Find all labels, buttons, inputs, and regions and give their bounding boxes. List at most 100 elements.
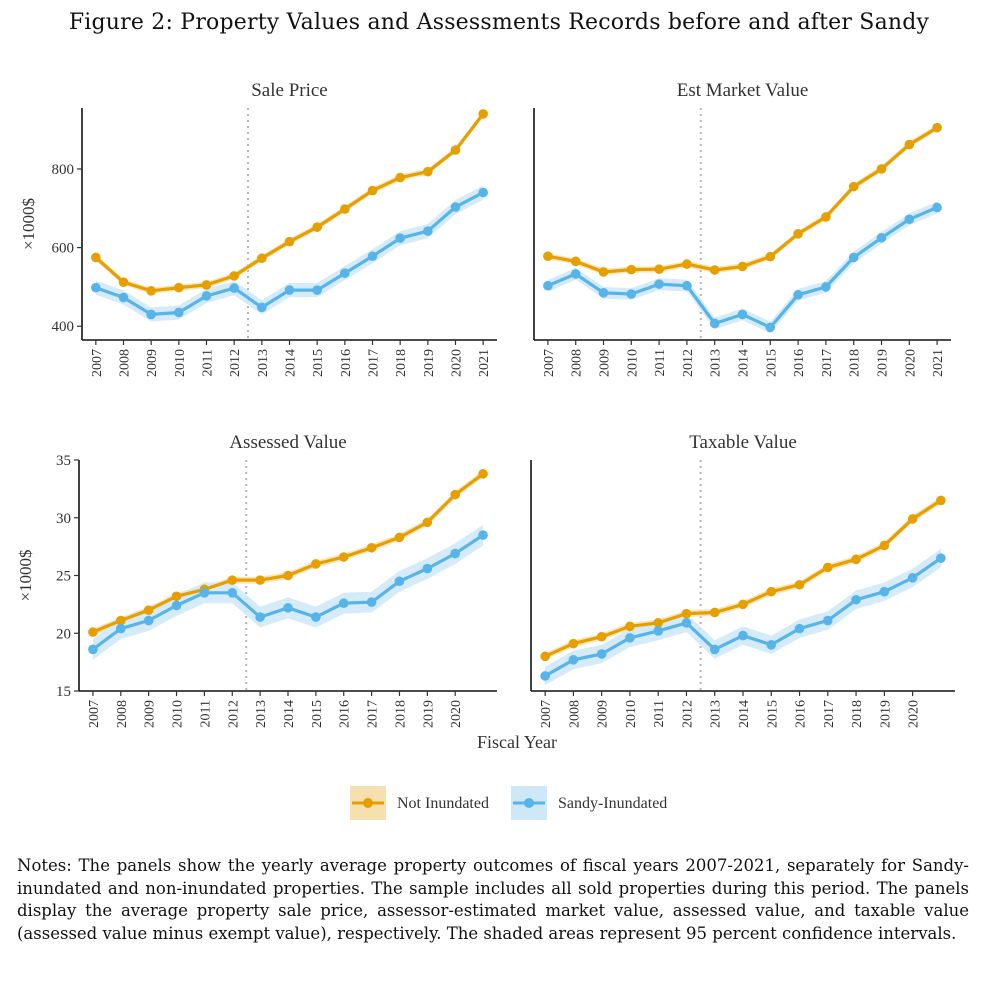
data-point-not-inundated <box>682 259 692 269</box>
data-point-not-inundated <box>625 621 635 632</box>
ci-band-sandy-inundated <box>92 524 484 660</box>
data-point-sandy-inundated <box>340 268 350 278</box>
data-point-not-inundated <box>598 267 609 277</box>
legend-item-sandy-inundated: Sandy-Inundated <box>511 786 667 820</box>
series-line-not-inundated <box>94 112 485 293</box>
data-point-sandy-inundated <box>654 279 664 289</box>
data-point-not-inundated <box>766 586 777 597</box>
x-tick-label: 2016 <box>792 349 807 377</box>
data-point-not-inundated <box>116 615 126 626</box>
x-tick-label: 2011 <box>653 349 668 376</box>
data-point-sandy-inundated <box>681 618 692 628</box>
data-point-not-inundated <box>143 605 154 615</box>
data-point-not-inundated <box>283 570 293 581</box>
panel-assessed-value: Assessed Value 15 20 25 30 35 ×1000$ 2007 2008 20… <box>16 432 497 728</box>
data-point-not-inundated <box>284 236 295 247</box>
x-tick-label: 2020 <box>907 700 922 728</box>
data-point-not-inundated <box>311 559 321 569</box>
data-point-sandy-inundated <box>936 553 946 563</box>
panel-title: Sale Price <box>251 80 328 101</box>
data-point-not-inundated <box>568 638 579 649</box>
data-point-sandy-inundated <box>91 282 101 293</box>
data-point-not-inundated <box>257 253 267 264</box>
data-point-sandy-inundated <box>598 288 609 298</box>
data-point-not-inundated <box>229 271 239 281</box>
data-point-sandy-inundated <box>255 612 265 622</box>
data-point-not-inundated <box>118 277 129 287</box>
data-point-sandy-inundated <box>907 573 918 583</box>
data-point-sandy-inundated <box>227 588 238 598</box>
data-point-sandy-inundated <box>540 671 550 681</box>
x-tick-label: 2010 <box>173 349 188 377</box>
panel-taxable-value: Taxable Value 2007 2008 2009 2010 2011 2012 201… <box>530 432 955 728</box>
x-tick-label: 2015 <box>765 700 780 728</box>
x-tick-label: 2013 <box>256 349 271 377</box>
x-tick-label: 2009 <box>145 349 160 377</box>
x-tick-label: 2012 <box>226 700 241 728</box>
data-point-not-inundated <box>171 591 182 602</box>
data-point-not-inundated <box>848 181 859 192</box>
x-tick-label: 2011 <box>198 700 213 727</box>
data-point-sandy-inundated <box>171 600 182 611</box>
data-point-not-inundated <box>626 264 637 275</box>
data-point-not-inundated <box>255 575 265 585</box>
data-point-sandy-inundated <box>848 252 859 263</box>
data-point-not-inundated <box>709 607 720 618</box>
panel-title: Taxable Value <box>689 432 797 453</box>
data-point-sandy-inundated <box>143 615 154 626</box>
data-point-sandy-inundated <box>570 269 581 279</box>
data-point-not-inundated <box>737 261 748 272</box>
data-point-not-inundated <box>570 256 581 267</box>
panel-sale-price: Sale Price 400 600 800 ×1000$ 2007 2008 2009 201… <box>19 80 497 377</box>
x-tick-label: 2017 <box>822 700 837 728</box>
data-point-sandy-inundated <box>793 289 803 300</box>
x-tick-label: 2018 <box>848 349 863 377</box>
x-tick-label: 2013 <box>709 700 724 728</box>
data-point-not-inundated <box>851 554 861 565</box>
data-point-sandy-inundated <box>450 202 461 212</box>
y-axis-label: ×1000$ <box>16 549 35 601</box>
data-point-sandy-inundated <box>199 588 210 598</box>
x-tick-label: 2020 <box>903 349 918 377</box>
x-tick-label: 2014 <box>282 700 297 728</box>
x-tick-label: 2008 <box>570 349 585 377</box>
x-tick-label: 2019 <box>878 700 893 728</box>
data-point-not-inundated <box>681 608 692 619</box>
legend-key-not-inundated-point <box>363 798 373 808</box>
ci-band-sandy-inundated <box>95 185 484 322</box>
data-point-not-inundated <box>543 251 553 262</box>
y-tick-label: 35 <box>56 453 71 469</box>
data-point-sandy-inundated <box>682 280 692 291</box>
x-tick-label: 2014 <box>737 700 752 728</box>
x-tick-label: 2019 <box>422 349 437 377</box>
data-point-sandy-inundated <box>284 285 295 295</box>
x-tick-label: 2015 <box>310 700 325 728</box>
data-point-not-inundated <box>932 122 942 133</box>
y-tick-label: 20 <box>56 626 71 642</box>
data-point-not-inundated <box>793 229 803 239</box>
y-tick-label: 600 <box>52 241 75 257</box>
x-tick-label: 2015 <box>311 349 326 377</box>
legend-item-not-inundated: Not Inundated <box>350 786 489 820</box>
x-tick-label: 2018 <box>850 700 865 728</box>
data-point-not-inundated <box>794 579 805 590</box>
data-point-sandy-inundated <box>821 282 831 292</box>
x-tick-label: 2021 <box>931 349 946 377</box>
data-point-not-inundated <box>879 540 890 551</box>
data-point-not-inundated <box>423 166 433 177</box>
x-tick-label: 2010 <box>625 349 640 377</box>
legend-key-sandy-inundated-point <box>524 798 534 808</box>
data-point-sandy-inundated <box>422 563 433 574</box>
legend-label-not-inundated: Not Inundated <box>397 795 489 812</box>
data-point-sandy-inundated <box>88 644 98 655</box>
data-point-sandy-inundated <box>478 530 488 540</box>
data-point-sandy-inundated <box>879 586 890 597</box>
data-point-not-inundated <box>823 562 833 573</box>
data-point-sandy-inundated <box>709 318 720 329</box>
x-tick-label: 2007 <box>87 700 102 728</box>
x-tick-label: 2010 <box>171 700 186 728</box>
data-point-not-inundated <box>174 282 184 293</box>
data-point-not-inundated <box>654 264 664 275</box>
